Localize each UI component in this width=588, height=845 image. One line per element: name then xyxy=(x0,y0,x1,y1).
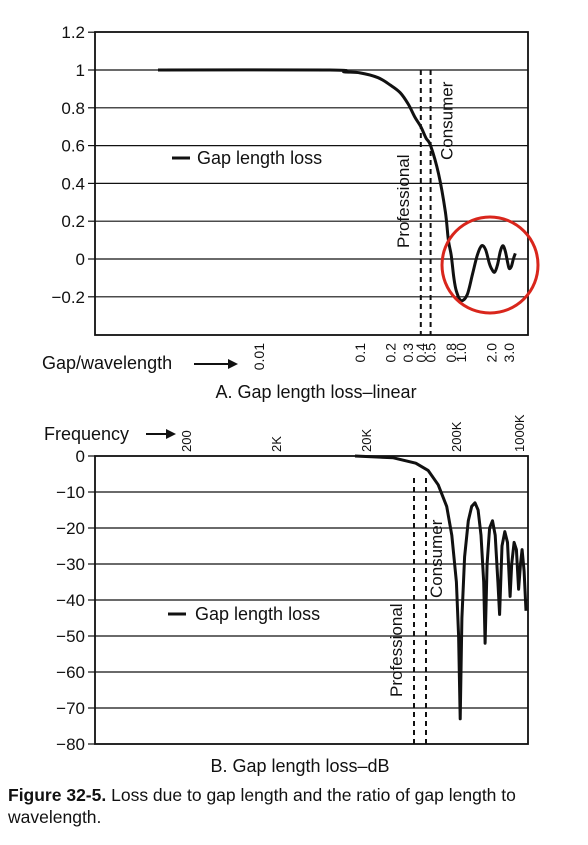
x-tick-label: 0.5 xyxy=(423,343,439,363)
figure: 1.210.80.60.40.20−0.2 0.01 0.1 0.2 0.30.40.… xyxy=(42,23,540,776)
x-axis-title: Frequency xyxy=(44,424,129,444)
x-tick-label: 1000K xyxy=(512,414,527,452)
x-tick-label: 200K xyxy=(449,421,464,452)
x-tick-label: 2.0 xyxy=(483,343,499,363)
gap-length-loss-db-line xyxy=(354,454,528,721)
legend-label: Gap length loss xyxy=(195,604,320,624)
chart-b-gap-length-loss-db: 0 −10 −20 −30 −40 −50 −60 −70 −80 200 2K 20K 200K 10… xyxy=(44,414,529,776)
x-tick-label: 0.1 xyxy=(352,343,368,363)
y-tick-label: 0.2 xyxy=(61,212,85,231)
y-tick-label: 0 xyxy=(76,447,85,466)
x-tick-label: 0.2 xyxy=(382,343,398,363)
y-tick-label: −40 xyxy=(56,591,85,610)
y-tick-label: −50 xyxy=(56,627,85,646)
x-tick-label: 0.3 xyxy=(400,343,416,363)
legend-label: Gap length loss xyxy=(197,148,322,168)
x-tick-label: 20K xyxy=(359,429,374,452)
x-axis-title: Gap/wavelength xyxy=(42,353,172,373)
chart-a-subtitle: A. Gap length loss–linear xyxy=(215,382,416,402)
y-tick-label: 0 xyxy=(76,250,85,269)
y-tick-label: −60 xyxy=(56,663,85,682)
chart-b-subtitle: B. Gap length loss–dB xyxy=(210,756,389,776)
arrow-head-icon xyxy=(166,429,176,439)
y-tick-label: −30 xyxy=(56,555,85,574)
x-tick-label: 0.01 xyxy=(251,343,267,370)
reference-label-consumer: Consumer xyxy=(438,81,457,160)
figure-caption: Figure 32-5. Loss due to gap length and … xyxy=(8,784,580,828)
legend: Gap length loss xyxy=(168,604,320,624)
x-tick-label: 0.8 xyxy=(443,343,459,363)
y-tick-label: 1 xyxy=(76,61,85,80)
gap-length-loss-line xyxy=(157,68,517,303)
x-tick-label: 0.4 xyxy=(413,343,429,363)
chart-a-gap-length-loss-linear: 1.210.80.60.40.20−0.2 0.01 0.1 0.2 0.30.40.… xyxy=(42,23,540,402)
y-tick-label: −70 xyxy=(56,699,85,718)
reference-label-professional: Professional xyxy=(387,603,406,697)
arrow-head-icon xyxy=(228,359,238,369)
x-tick-label: 1.0 xyxy=(453,343,469,363)
x-tick-label: 200 xyxy=(179,430,194,452)
x-tick-label: 3.0 xyxy=(501,343,517,363)
y-tick-label: −0.2 xyxy=(51,288,85,307)
y-tick-label: −20 xyxy=(56,519,85,538)
caption-text: Loss due to gap length and the ratio of … xyxy=(8,785,516,827)
highlight-circle xyxy=(440,215,540,315)
y-tick-label: −10 xyxy=(56,483,85,502)
y-tick-label: 0.6 xyxy=(61,137,85,156)
legend: Gap length loss xyxy=(172,148,322,168)
y-tick-label: −80 xyxy=(56,735,85,754)
reference-label-consumer: Consumer xyxy=(427,519,446,598)
y-tick-label: 1.2 xyxy=(61,23,85,42)
x-axis-label: Gap/wavelength xyxy=(42,353,238,373)
reference-label-professional: Professional xyxy=(394,154,413,248)
y-tick-label: 0.8 xyxy=(61,99,85,118)
y-tick-label: 0.4 xyxy=(61,174,85,193)
x-tick-label: 2K xyxy=(269,436,284,452)
caption-figure-label: Figure 32-5. xyxy=(8,785,107,805)
x-axis-label: Frequency xyxy=(44,424,176,444)
